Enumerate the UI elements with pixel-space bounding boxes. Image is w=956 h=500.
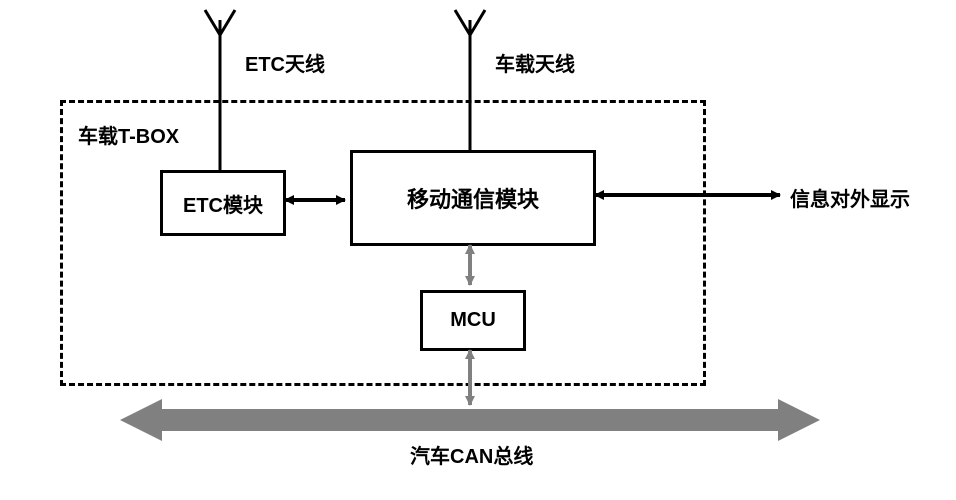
vehicle-antenna-label: 车载天线 [495, 48, 575, 77]
comm-module-box: 移动通信模块 [350, 150, 596, 246]
info-display-label: 信息对外显示 [790, 183, 910, 212]
can-bus-label: 汽车CAN总线 [410, 440, 533, 469]
comm-module-label: 移动通信模块 [407, 182, 539, 214]
etc-module-label: ETC模块 [183, 189, 263, 218]
can-bus-arrow [120, 399, 820, 441]
etc-antenna-label: ETC天线 [245, 48, 325, 77]
etc-module-box: ETC模块 [160, 170, 286, 236]
diagram-canvas: 车载T-BOX ETC模块 移动通信模块 MCU 信息对外显示 ETC天线 车载… [0, 0, 956, 500]
mcu-box: MCU [420, 290, 526, 351]
tbox-label: 车载T-BOX [78, 120, 179, 149]
mcu-label: MCU [450, 309, 496, 332]
